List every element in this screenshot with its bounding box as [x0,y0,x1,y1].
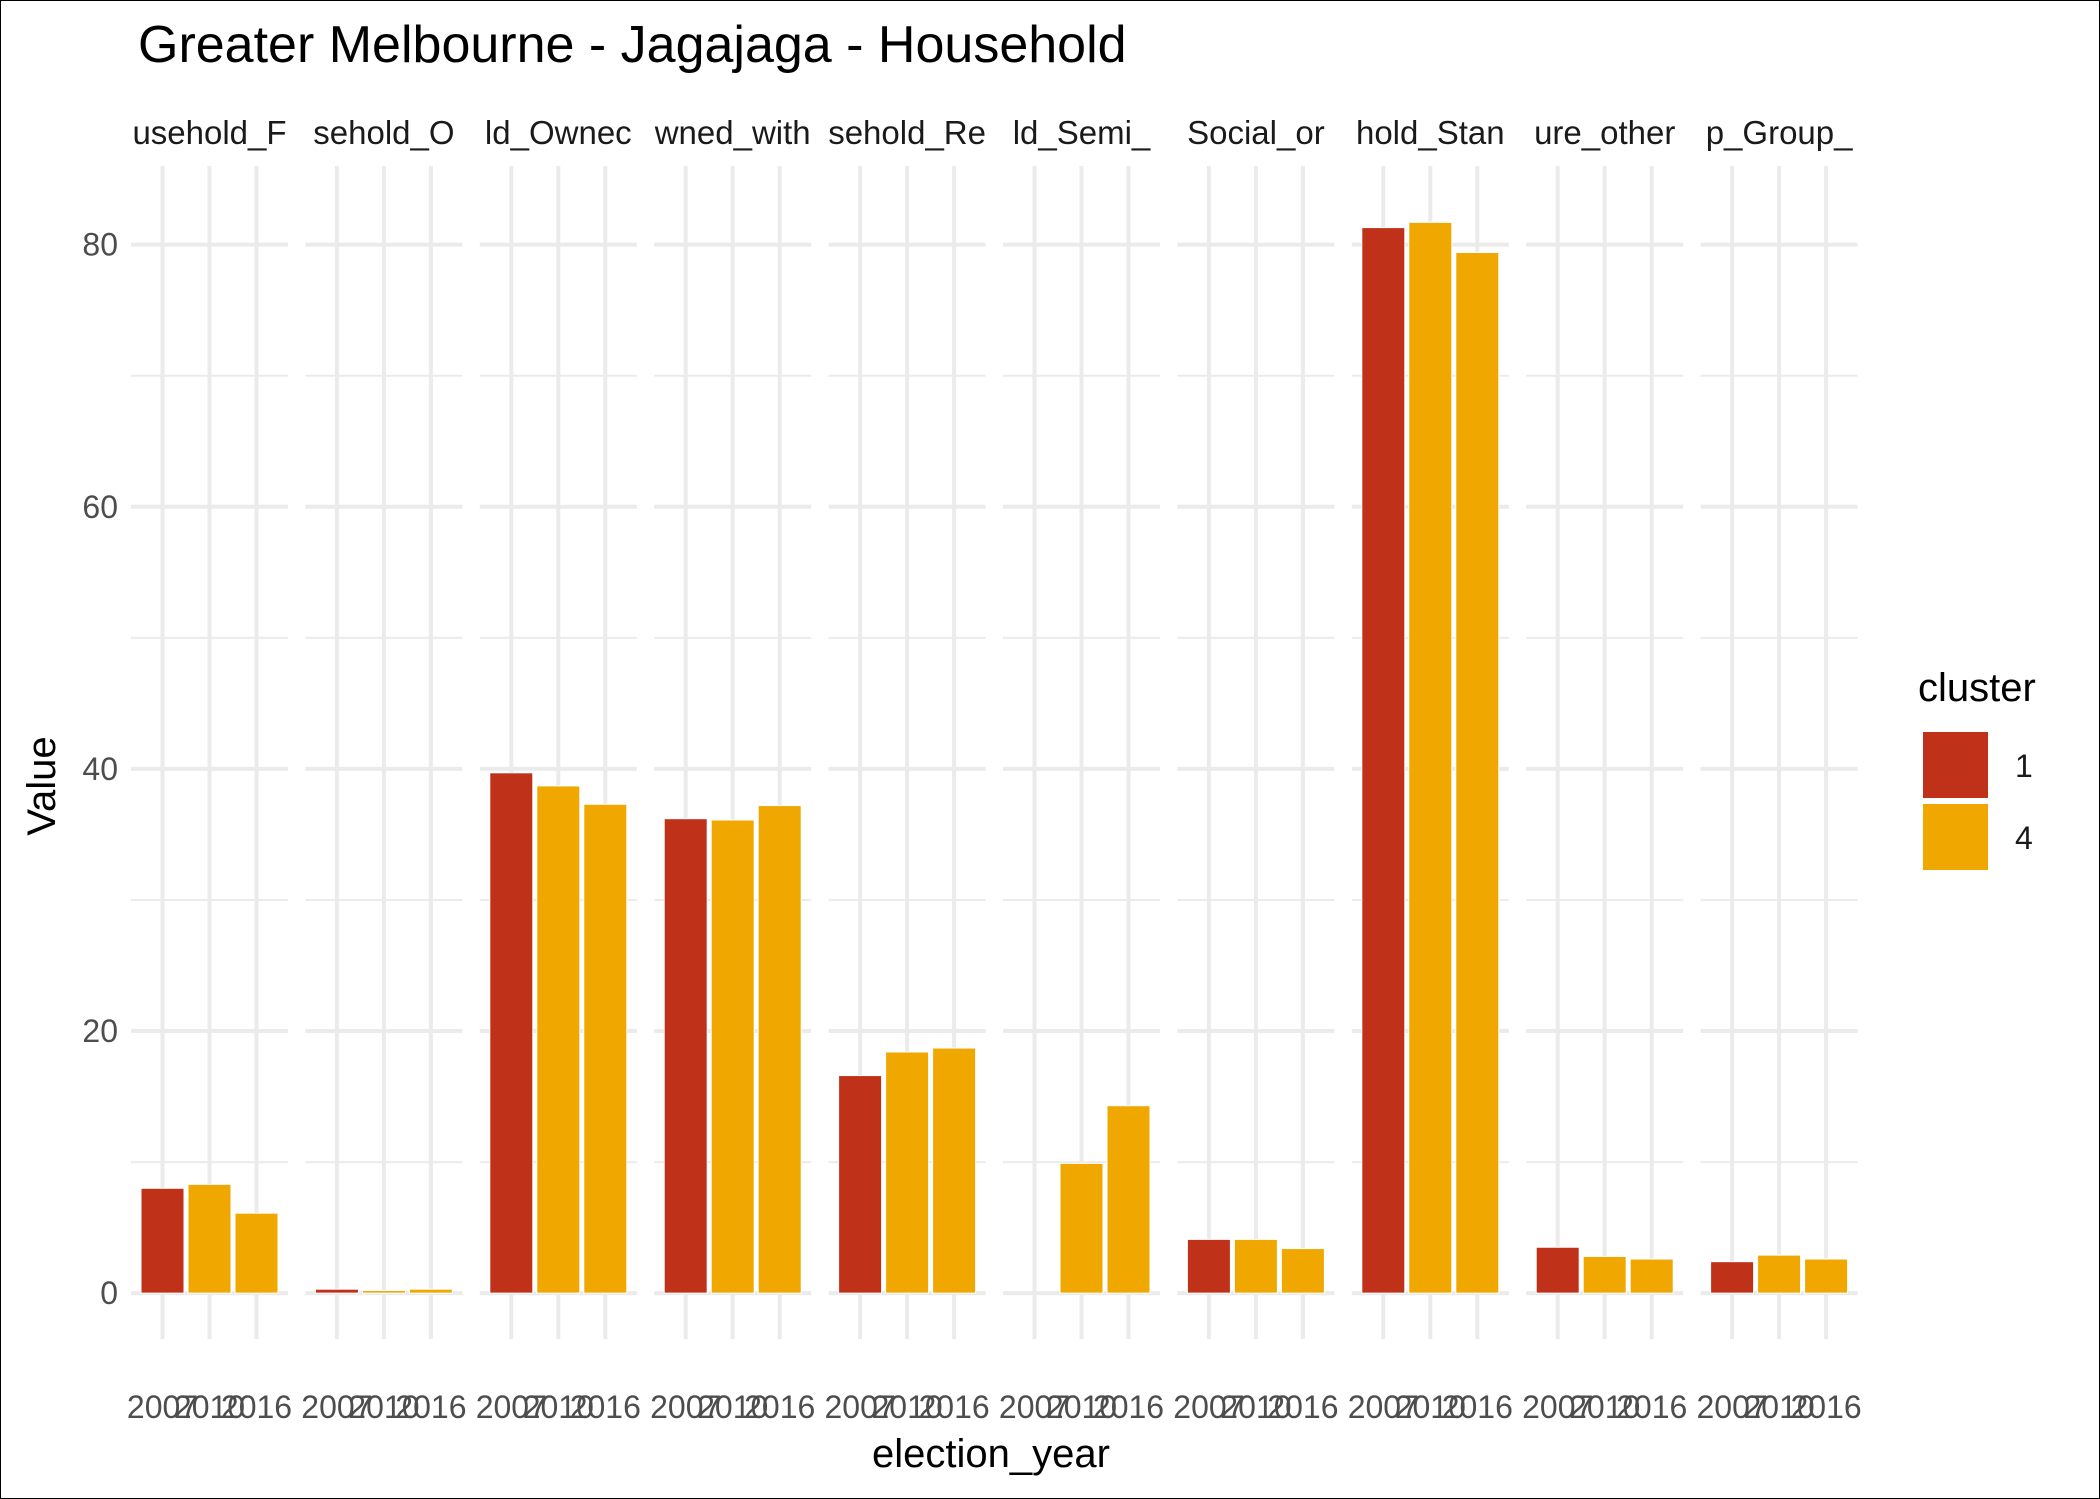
bar-4-2016 [757,805,802,1294]
bar-9-2007 [1535,1246,1580,1294]
y-tick-label: 40 [82,751,118,787]
x-tick-label: 2010 [1744,1389,1815,1425]
x-tick-label: 2016 [221,1389,292,1425]
y-tick-label: 20 [82,1013,118,1049]
x-tick-label: 2010 [1220,1389,1291,1425]
bar-1-2016 [234,1212,279,1294]
facet-strip-label: sehold_O [313,114,454,151]
x-tick-label: 2016 [1442,1389,1513,1425]
bar-1-2010 [187,1183,232,1294]
x-tick-label: 2007 [301,1389,372,1425]
facet-strip-label: ld_Semi_ [1013,114,1151,151]
legend-label-1: 1 [2015,748,2033,784]
x-tick-label: 2010 [1046,1389,1117,1425]
bar-10-2016 [1804,1258,1849,1294]
x-tick-label: 2007 [650,1389,721,1425]
bar-9-2010 [1582,1255,1627,1294]
facet-strip-label: p_Group_ [1706,114,1853,151]
bar-5-2016 [932,1047,977,1294]
bar-4-2007 [663,818,708,1294]
bar-10-2007 [1710,1261,1755,1294]
y-tick-label: 80 [82,227,118,263]
bar-3-2007 [489,772,534,1294]
x-tick-label: 2007 [1348,1389,1419,1425]
panels: usehold_F200720102016sehold_O20072010201… [127,114,1862,1425]
x-tick-label: 2010 [1395,1389,1466,1425]
y-axis-ticks: 0 20 40 60 80 [82,227,118,1311]
x-tick-label: 2010 [348,1389,419,1425]
bar-3-2016 [583,803,628,1294]
legend-label-4: 4 [2015,820,2033,856]
x-tick-label: 2010 [697,1389,768,1425]
x-tick-label: 2007 [127,1389,198,1425]
legend-title: cluster [1918,666,2036,710]
x-tick-label: 2016 [919,1389,990,1425]
bar-7-2007 [1186,1238,1231,1294]
x-tick-label: 2007 [1173,1389,1244,1425]
bar-9-2016 [1629,1258,1674,1294]
facet-strip-label: ure_other [1534,114,1675,151]
bar-7-2016 [1280,1248,1325,1294]
bar-8-2010 [1408,221,1453,1294]
x-tick-label: 2007 [825,1389,896,1425]
x-tick-label: 2010 [872,1389,943,1425]
legend-key-1 [1921,730,1990,800]
legend-key-4 [1921,802,1990,872]
bar-7-2010 [1233,1238,1278,1294]
facet-strip-label: wned_with [654,114,811,151]
y-tick-label: 0 [100,1275,118,1311]
x-tick-label: 2010 [1569,1389,1640,1425]
bar-2-2007 [314,1288,359,1294]
x-tick-label: 2016 [1791,1389,1862,1425]
x-tick-label: 2016 [744,1389,815,1425]
x-tick-label: 2016 [1093,1389,1164,1425]
x-tick-label: 2010 [523,1389,594,1425]
legend: cluster 1 4 [1918,666,2036,872]
bar-5-2010 [885,1051,930,1294]
x-tick-label: 2007 [476,1389,547,1425]
facet-strip-label: ld_Ownec [485,114,632,151]
facet-strip-label: sehold_Re [828,114,986,151]
bar-3-2010 [536,785,581,1294]
bar-2-2010 [361,1290,406,1294]
x-tick-label: 2016 [1267,1389,1338,1425]
y-tick-label: 60 [82,489,118,525]
bar-8-2007 [1361,227,1406,1294]
y-axis-title: Value [20,736,64,835]
bar-1-2007 [140,1187,185,1294]
x-tick-label: 2007 [1697,1389,1768,1425]
facet-strip-label: Social_or [1187,114,1325,151]
facet-strip-label: hold_Stan [1356,114,1505,151]
chart-title: Greater Melbourne - Jagajaga - Household [138,16,1127,74]
x-tick-label: 2010 [174,1389,245,1425]
x-tick-label: 2016 [395,1389,466,1425]
facet-strip-label: usehold_F [132,114,286,151]
bar-10-2010 [1757,1254,1802,1294]
bar-4-2010 [710,819,755,1294]
x-axis-title: election_year [872,1432,1110,1476]
x-tick-label: 2007 [999,1389,1070,1425]
x-tick-label: 2007 [1522,1389,1593,1425]
bar-8-2016 [1455,252,1500,1294]
x-tick-label: 2016 [1616,1389,1687,1425]
bar-2-2016 [408,1288,453,1294]
bar-5-2007 [838,1075,883,1294]
x-tick-label: 2016 [570,1389,641,1425]
bar-6-2016 [1106,1105,1151,1294]
bar-6-2010 [1059,1162,1104,1294]
